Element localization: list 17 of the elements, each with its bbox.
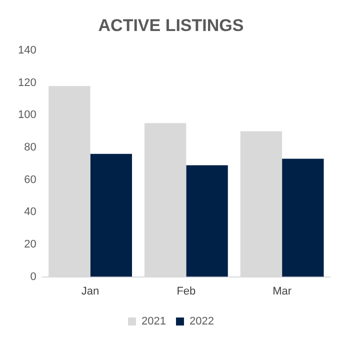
x-tick-label: Jan bbox=[81, 285, 100, 298]
bar bbox=[282, 158, 324, 277]
y-tick-label: 20 bbox=[24, 238, 36, 250]
y-tick-label: 60 bbox=[24, 174, 36, 186]
y-tick-label: 80 bbox=[24, 141, 36, 154]
x-tick-label: Feb bbox=[176, 285, 196, 298]
legend-label: 2022 bbox=[190, 316, 214, 328]
bar bbox=[186, 165, 228, 277]
chart-title: ACTIVE LISTINGS bbox=[98, 16, 244, 35]
y-tick-label: 100 bbox=[18, 109, 36, 122]
legend-label: 2021 bbox=[142, 316, 166, 328]
x-tick-label: Mar bbox=[272, 285, 292, 298]
y-tick-label: 0 bbox=[30, 270, 36, 283]
y-tick-label: 140 bbox=[18, 44, 36, 56]
y-tick-label: 120 bbox=[18, 76, 36, 89]
y-tick-label: 40 bbox=[24, 206, 36, 218]
bar bbox=[90, 154, 132, 277]
